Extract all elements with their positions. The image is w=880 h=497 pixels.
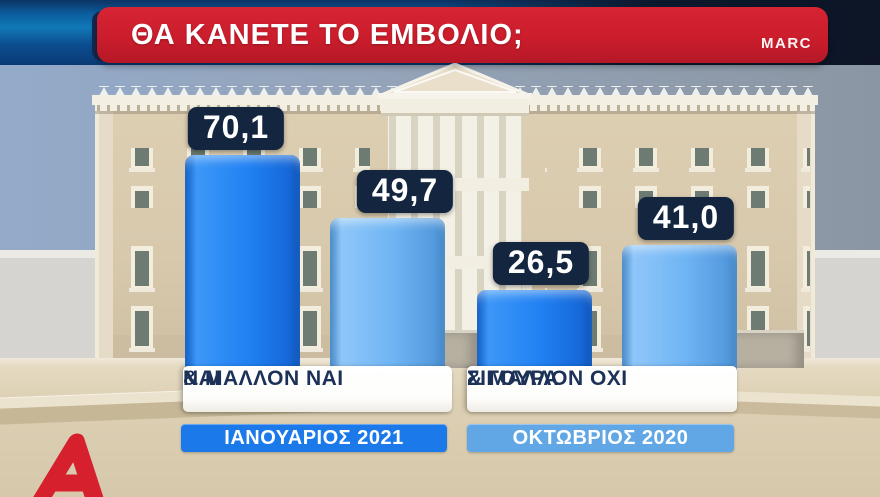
legend-chip-series1: ΙΑΝΟΥΑΡΙΟΣ 2021 — [181, 424, 447, 452]
value-badge-series1-group2: 26,5 — [492, 242, 590, 285]
page-title: ΘΑ ΚΑΝΕΤΕ ΤΟ ΕΜΒΟΛΙΟ; — [131, 19, 524, 51]
legend-chip-series2: ΟΚΤΩΒΡΙΟΣ 2020 — [467, 424, 734, 452]
category-label-line: ΝΑΙ — [183, 367, 221, 390]
value-badge-series2-group1: 49,7 — [356, 170, 454, 213]
value-badge-series1-group1: 70,1 — [187, 107, 285, 150]
bar-series2-group1 — [330, 218, 445, 372]
category-label-line: & ΜΑΛΛΟΝ ΟΧΙ — [467, 367, 628, 390]
alpha-tv-logo — [31, 433, 105, 497]
category-plate-group2: ΣΙΓΟΥΡΑ & ΜΑΛΛΟΝ ΟΧΙ — [467, 366, 737, 412]
value-badge-series2-group2: 41,0 — [637, 197, 735, 240]
bar-series1-group2 — [477, 290, 592, 372]
bar-series1-group1 — [185, 155, 300, 372]
headline-banner: ΘΑ ΚΑΝΕΤΕ ΤΟ ΕΜΒΟΛΙΟ; MARC — [97, 7, 828, 63]
category-label-line: ΣΙΓΟΥΡΑ — [467, 367, 559, 390]
category-label-line: & ΜΑΛΛΟΝ ΝΑΙ — [183, 367, 344, 390]
bar-series2-group2 — [622, 245, 737, 372]
category-plate-group1: ΝΑΙ & ΜΑΛΛΟΝ ΝΑΙ — [183, 366, 452, 412]
poll-source-label: MARC — [761, 35, 812, 52]
